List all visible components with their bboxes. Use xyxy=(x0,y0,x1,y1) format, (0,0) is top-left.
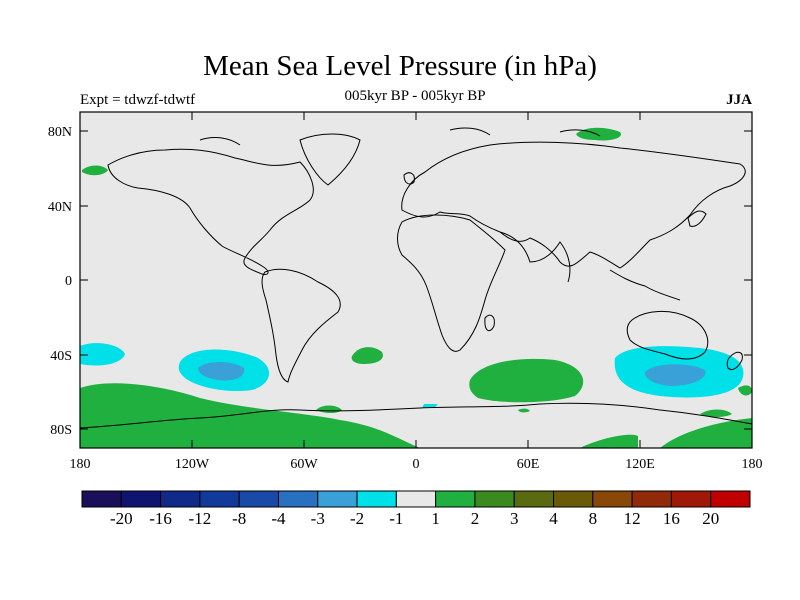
colorbar-swatch xyxy=(238,490,279,508)
anomaly-region-cyan-australia-core xyxy=(644,364,706,386)
colorbar-swatch xyxy=(474,490,515,508)
lon-tick-label: 120W xyxy=(175,457,210,472)
lat-tick-label: 80S xyxy=(50,423,72,438)
colorbar-label: 16 xyxy=(663,509,680,528)
colorbar-swatch xyxy=(356,490,397,508)
colorbar-label: -3 xyxy=(311,509,325,528)
anomaly-region-alaska-green xyxy=(82,165,108,176)
anomaly-region-cyan-pacific-core xyxy=(198,362,245,381)
coast-madagascar xyxy=(484,314,495,332)
colorbar-label: 3 xyxy=(510,509,519,528)
coast-arctic-islands xyxy=(199,127,601,146)
coast-se-asia xyxy=(609,269,681,301)
lon-tick-label: 120E xyxy=(625,457,655,472)
anomaly-fields xyxy=(80,127,752,448)
colorbar-swatch xyxy=(592,490,633,508)
colorbar-swatch xyxy=(81,490,122,508)
colorbar-labels: -20 -16 -12 -8 -4 -3 -2 -1 1 2 3 4 8 12 16 20 xyxy=(110,509,719,528)
anomaly-region-antarctic-pacific xyxy=(80,400,185,442)
colorbar-swatch xyxy=(513,490,555,508)
colorbar-label: -16 xyxy=(149,509,172,528)
coast-japan xyxy=(687,210,707,227)
anomaly-region-south-atlantic-small xyxy=(351,347,383,364)
anomaly-region-small-2 xyxy=(700,409,732,417)
colorbar-swatch xyxy=(395,490,437,508)
colorbar-label: 1 xyxy=(431,509,440,528)
coast-australia xyxy=(626,311,709,360)
colorbar-label: -2 xyxy=(350,509,364,528)
colorbar-swatch xyxy=(670,490,712,508)
lat-ticks xyxy=(80,130,752,430)
colorbar-label: 2 xyxy=(471,509,480,528)
colorbar-label: 20 xyxy=(702,509,719,528)
season-label: JJA xyxy=(726,92,752,108)
colorbar-label: -8 xyxy=(232,509,246,528)
lon-tick-label: 60W xyxy=(290,457,318,472)
coast-new-zealand xyxy=(726,351,743,371)
colorbar-swatch xyxy=(199,490,240,508)
lon-tick-label: 180 xyxy=(742,457,763,472)
anomaly-region-dot-1 xyxy=(518,408,530,413)
colorbar-swatch xyxy=(710,490,751,508)
lat-tick-label: 0 xyxy=(65,274,72,289)
anomaly-region-dot-2 xyxy=(738,385,752,396)
colorbar-label: 12 xyxy=(624,509,641,528)
coast-south-america xyxy=(261,268,341,383)
colorbar-swatch xyxy=(435,490,476,508)
lat-tick-label: 40S xyxy=(50,349,72,364)
colorbar-label: -1 xyxy=(389,509,403,528)
map-background xyxy=(80,112,752,448)
colorbar-swatch xyxy=(553,490,594,508)
anomaly-region-cyan-west xyxy=(80,343,125,366)
colorbar-label: 8 xyxy=(589,509,598,528)
chart-title: Mean Sea Level Pressure (in hPa) xyxy=(203,50,597,82)
coast-arabia-india xyxy=(499,231,571,283)
colorbar-label: -20 xyxy=(110,509,133,528)
lon-tick-label: 0 xyxy=(413,457,420,472)
lat-tick-label: 80N xyxy=(48,125,72,140)
colorbar-label: 4 xyxy=(549,509,558,528)
colorbar-swatch xyxy=(317,490,358,508)
coast-british-isles xyxy=(403,172,415,185)
coast-africa xyxy=(397,214,506,352)
lon-tick-label: 60E xyxy=(517,457,540,472)
colorbar-label: -4 xyxy=(271,509,286,528)
coast-greenland xyxy=(299,133,361,186)
anomaly-region-antarctic-indian xyxy=(580,434,638,448)
lat-tick-labels: 80N 40N 0 40S 80S xyxy=(48,125,72,438)
lon-ticks xyxy=(191,112,641,448)
anomaly-region-south-indian xyxy=(469,358,584,403)
experiment-label: Expt = tdwzf-tdwtf xyxy=(80,92,196,108)
lon-tick-labels: 180 120W 60W 0 60E 120E 180 xyxy=(70,457,763,472)
coast-north-america xyxy=(107,148,314,275)
colorbar-swatch xyxy=(277,490,319,508)
colorbar-swatch xyxy=(631,490,672,508)
colorbar-swatch xyxy=(160,490,201,508)
period-label: 005kyr BP - 005kyr BP xyxy=(344,88,486,104)
coast-eurasia xyxy=(401,141,746,269)
coast-antarctica xyxy=(80,402,752,429)
colorbar xyxy=(81,490,751,508)
colorbar-label: -12 xyxy=(189,509,212,528)
colorbar-swatch xyxy=(120,490,162,508)
anomaly-region-antarctic-east xyxy=(660,418,752,448)
lon-tick-label: 180 xyxy=(70,457,91,472)
lat-tick-label: 40N xyxy=(48,200,72,215)
coastlines xyxy=(80,127,752,429)
